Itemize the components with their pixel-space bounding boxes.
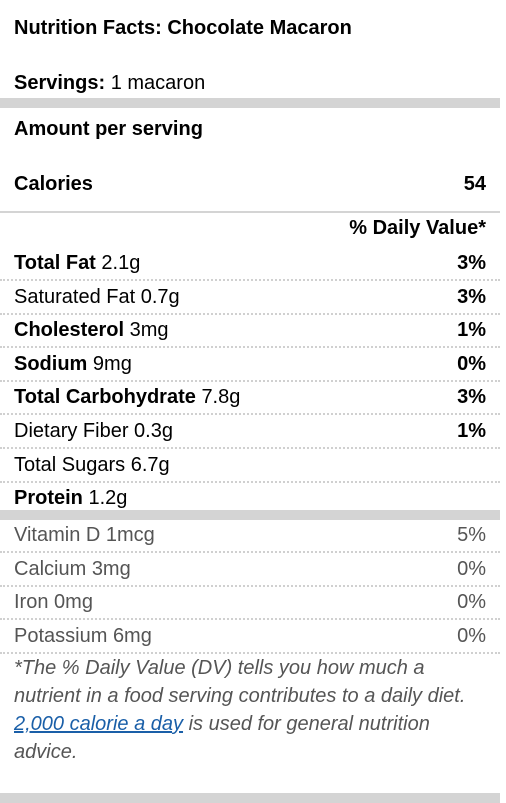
vitamin-name: Calcium 3mg xyxy=(14,558,131,581)
vitamin-amount: 1mcg xyxy=(105,524,155,546)
bottom-divider xyxy=(0,793,500,803)
nutrient-daily-value: 3% xyxy=(457,285,486,308)
nutrient-amount: 0.3g xyxy=(134,420,173,442)
nutrient-daily-value: 1% xyxy=(457,319,486,342)
nutrient-label: Total Sugars xyxy=(14,453,126,476)
nutrient-row: Cholesterol 3mg 1% xyxy=(0,313,500,349)
page-title: Nutrition Facts: Chocolate Macaron xyxy=(14,17,352,39)
nutrient-amount: 6.7g xyxy=(130,453,170,476)
nutrient-amount: 0.7g xyxy=(140,285,180,308)
nutrient-amount: 1.2g xyxy=(88,487,128,510)
servings-line: Servings: 1 macaron xyxy=(14,72,205,95)
vitamin-row: Potassium 6mg 0% xyxy=(0,619,500,654)
vitamin-amount: 0mg xyxy=(54,591,93,614)
nutrient-daily-value: 3% xyxy=(457,252,486,274)
nutrient-amount: 9mg xyxy=(92,352,132,375)
footnote-text-before: *The % Daily Value (DV) tells you how mu… xyxy=(14,657,466,707)
vitamin-label: Potassium xyxy=(14,624,108,647)
section-divider xyxy=(0,98,500,108)
nutrient-label: Total Carbohydrate xyxy=(14,386,196,409)
vitamin-amount: 6mg xyxy=(112,624,152,647)
nutrient-label: Dietary Fiber xyxy=(14,420,129,442)
nutrient-name: Dietary Fiber 0.3g xyxy=(14,420,173,443)
nutrient-label: Cholesterol xyxy=(14,319,125,342)
nutrient-daily-value: 0% xyxy=(457,352,486,375)
nutrient-name: Saturated Fat 0.7g xyxy=(14,286,180,309)
vitamin-divider xyxy=(0,510,500,520)
servings-label: Servings: xyxy=(14,72,106,94)
nutrient-name: Total Sugars 6.7g xyxy=(14,454,170,477)
nutrient-row: Total Sugars 6.7g xyxy=(0,448,500,483)
daily-value-header: % Daily Value* xyxy=(349,217,486,239)
nutrient-name: Cholesterol 3mg xyxy=(14,319,169,342)
footnote-text-after: is used for general nutrition advice. xyxy=(14,713,430,763)
calories-divider xyxy=(0,211,500,213)
amount-per-serving-heading: Amount per serving xyxy=(14,118,203,140)
vitamin-daily-value: 5% xyxy=(457,524,486,546)
nutrient-row: Total Fat 2.1g 3% xyxy=(0,246,500,281)
nutrient-name: Sodium 9mg xyxy=(14,353,132,376)
vitamin-label: Iron xyxy=(14,591,49,614)
calories-label: Calories xyxy=(14,173,93,195)
nutrient-row: Total Carbohydrate 7.8g 3% xyxy=(0,380,500,416)
nutrient-row: Dietary Fiber 0.3g 1% xyxy=(0,414,500,449)
nutrient-name: Protein 1.2g xyxy=(14,487,127,510)
nutrient-amount: 3mg xyxy=(129,319,169,342)
vitamin-row: Iron 0mg 0% xyxy=(0,585,500,621)
nutrient-name: Total Carbohydrate 7.8g xyxy=(14,386,240,409)
nutrient-label: Saturated Fat xyxy=(14,285,136,308)
nutrient-daily-value: 3% xyxy=(457,386,486,409)
calorie-link[interactable]: 2,000 calorie a day xyxy=(14,713,184,735)
vitamin-name: Iron 0mg xyxy=(14,591,93,614)
vitamin-daily-value: 0% xyxy=(457,624,486,647)
vitamin-label: Vitamin D xyxy=(14,524,101,546)
nutrient-label: Total Fat xyxy=(14,252,96,274)
nutrient-label: Sodium xyxy=(14,352,88,375)
nutrient-label: Protein xyxy=(14,487,83,510)
vitamin-amount: 3mg xyxy=(91,557,131,580)
footnote: *The % Daily Value (DV) tells you how mu… xyxy=(14,654,492,766)
vitamin-row: Vitamin D 1mcg 5% xyxy=(0,518,500,553)
nutrient-amount: 2.1g xyxy=(101,252,141,274)
servings-value: 1 macaron xyxy=(110,72,206,94)
vitamin-daily-value: 0% xyxy=(457,557,486,580)
nutrient-row: Protein 1.2g xyxy=(0,481,500,514)
nutrient-row: Sodium 9mg 0% xyxy=(0,347,500,382)
vitamin-name: Vitamin D 1mcg xyxy=(14,524,155,547)
nutrient-amount: 7.8g xyxy=(201,386,241,409)
calories-value: 54 xyxy=(463,173,486,195)
vitamin-name: Potassium 6mg xyxy=(14,625,152,648)
nutrient-daily-value: 1% xyxy=(457,420,486,442)
vitamin-daily-value: 0% xyxy=(457,591,486,614)
nutrient-name: Total Fat 2.1g xyxy=(14,252,140,275)
vitamin-label: Calcium xyxy=(14,557,87,580)
vitamin-row: Calcium 3mg 0% xyxy=(0,552,500,587)
nutrient-row: Saturated Fat 0.7g 3% xyxy=(0,280,500,315)
